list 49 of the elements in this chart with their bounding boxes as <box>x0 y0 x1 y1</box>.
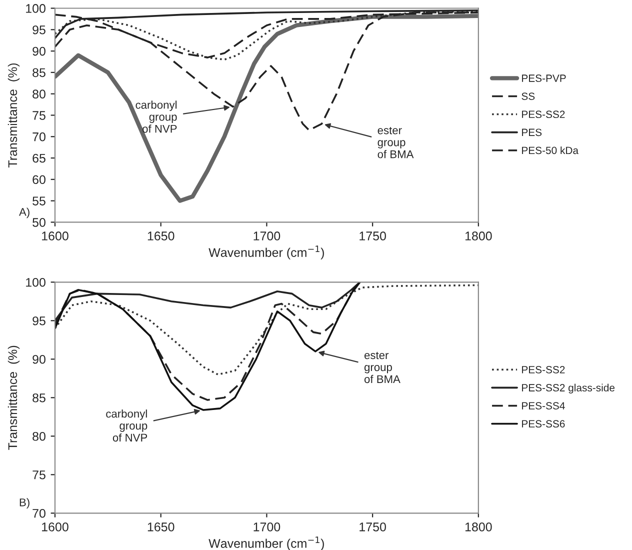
y-tick-label: 80 <box>32 432 46 441</box>
y-tick-label: 70 <box>32 508 46 518</box>
text: A) <box>19 208 30 218</box>
x-tick-label: 1600 <box>42 522 68 532</box>
x-tick-label: 1650 <box>148 232 174 240</box>
legend-label: PES <box>522 128 542 136</box>
y-tick-label: 95 <box>32 316 46 326</box>
legend-label: PES-SS4 <box>522 402 565 410</box>
y-tick-label: 85 <box>32 393 46 402</box>
legend-label: PES-SS2 glass-side <box>522 384 615 394</box>
text: B) <box>20 498 30 509</box>
y-tick-label: 75 <box>32 470 46 480</box>
y-tick-label: 60 <box>32 175 46 184</box>
x-tick-label: 1800 <box>465 522 492 532</box>
y-tick-label: 90 <box>32 46 46 56</box>
y-tick-label: 100 <box>26 278 46 287</box>
y-tick-label: 55 <box>32 196 46 206</box>
y-tick-label: 70 <box>32 132 46 142</box>
legend-label: PES-50 kDa <box>522 146 579 154</box>
x-tick-label: 1600 <box>42 232 68 240</box>
x-tick-label: 1700 <box>254 232 280 240</box>
annotation: ester group of BMA <box>378 126 414 158</box>
annotation: ester group of BMA <box>364 352 400 384</box>
x-tick-label: 1750 <box>360 522 386 532</box>
y-axis-title: Transmittance (%) <box>8 63 20 168</box>
x-tick-label: 1800 <box>465 232 492 240</box>
y-tick-label: 50 <box>32 218 46 227</box>
legend-label: PES-SS2 <box>522 366 565 374</box>
legend-label: PES-PVP <box>522 74 566 82</box>
line-series <box>54 14 478 203</box>
y-tick-label: 65 <box>32 154 46 163</box>
x-axis-title: Wavenumber (cm$^{−1}$) <box>208 536 324 550</box>
legend-label: PES-SS6 <box>522 420 565 428</box>
x-tick-label: 1700 <box>254 522 280 532</box>
y-tick-label: 90 <box>32 354 46 364</box>
y-tick-label: 75 <box>32 111 46 120</box>
annotation: carbonyl group of NVP <box>106 409 148 442</box>
x-tick-label: 1750 <box>360 232 386 240</box>
legend-label: SS <box>522 92 535 100</box>
y-tick-label: 100 <box>26 4 46 13</box>
y-tick-label: 95 <box>32 25 46 34</box>
x-tick-label: 1650 <box>148 522 174 532</box>
line-series <box>54 284 478 376</box>
y-tick-label: 80 <box>32 90 46 98</box>
y-axis-title: Transmittance (%) <box>8 346 20 450</box>
legend-label: PES-SS2 <box>522 110 565 118</box>
annotation: carbonyl group of NVP <box>136 100 177 133</box>
x-axis-title: Wavenumber (cm$^{−1}$) <box>208 246 324 260</box>
y-tick-label: 85 <box>32 68 46 78</box>
